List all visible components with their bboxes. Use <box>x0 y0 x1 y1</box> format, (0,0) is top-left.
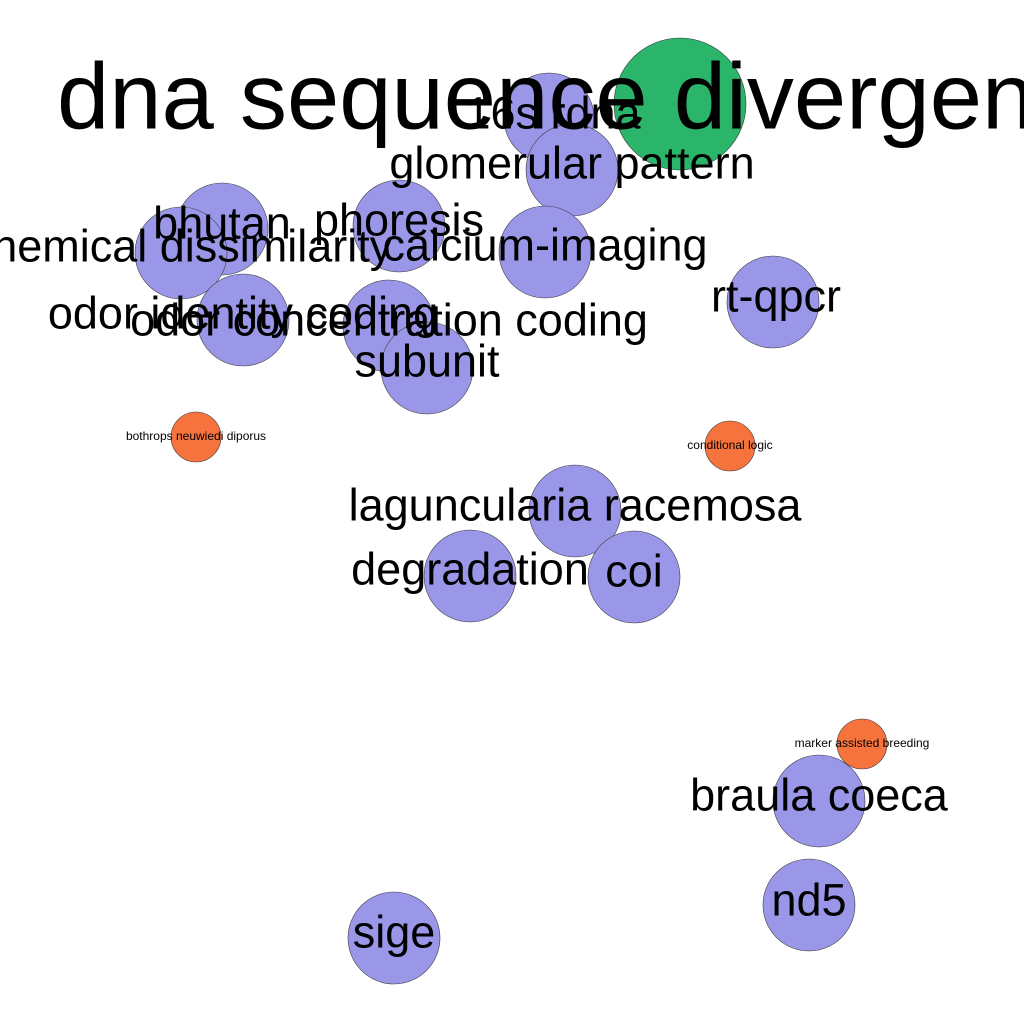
node-label-sige: sige <box>353 907 436 958</box>
node-calcium-imaging[interactable] <box>498 205 592 299</box>
node-chemical-dissimilarity[interactable] <box>134 206 228 300</box>
node-odor-identity-coding[interactable] <box>196 273 290 367</box>
node-label-16s-rdna: 16s rdna <box>465 88 641 139</box>
node-laguncularia-racemosa[interactable] <box>528 464 622 558</box>
node-label-laguncularia-racemosa: laguncularia racemosa <box>349 480 803 531</box>
node-label-chemical-dissimilarity: chemical dissimilarity <box>0 221 393 272</box>
node-label-coi: coi <box>605 546 663 597</box>
node-layer <box>134 37 888 985</box>
node-degradation[interactable] <box>423 529 517 623</box>
node-subunit[interactable] <box>380 321 474 415</box>
node-bothrops-neuwiedi-diporus[interactable] <box>170 411 222 463</box>
node-sige[interactable] <box>347 891 441 985</box>
node-label-bothrops-neuwiedi-diporus: bothrops neuwiedi diporus <box>126 429 266 443</box>
node-label-conditional-logic: conditional logic <box>687 438 772 452</box>
label-layer: dna sequence divergence16s rdnaglomerula… <box>0 44 1024 958</box>
node-label-nd5: nd5 <box>771 875 846 926</box>
node-conditional-logic[interactable] <box>704 420 756 472</box>
node-braula-coeca[interactable] <box>772 754 866 848</box>
node-label-subunit: subunit <box>354 336 500 387</box>
node-label-dna-sequence-divergence: dna sequence divergence <box>57 44 1024 149</box>
node-phoresis[interactable] <box>352 179 446 273</box>
node-label-odor-concentration-coding: odor concentration coding <box>130 295 648 346</box>
node-label-bhutan: bhutan <box>153 198 291 249</box>
node-label-rt-qpcr: rt-qpcr <box>711 271 841 322</box>
node-coi[interactable] <box>587 530 681 624</box>
node-label-phoresis: phoresis <box>314 195 484 246</box>
node-dna-sequence-divergence[interactable] <box>613 37 747 171</box>
node-label-calcium-imaging: calcium-imaging <box>382 220 707 271</box>
node-marker-assisted-breeding[interactable] <box>836 718 888 770</box>
node-label-braula-coeca: braula coeca <box>690 770 949 821</box>
node-label-glomerular-pattern: glomerular pattern <box>389 138 754 189</box>
node-nd5[interactable] <box>762 858 856 952</box>
node-label-odor-identity-coding: odor identity coding <box>48 288 438 339</box>
node-label-marker-assisted-breeding: marker assisted breeding <box>795 736 930 750</box>
node-label-degradation: degradation <box>351 544 589 595</box>
node-rt-qpcr[interactable] <box>726 255 820 349</box>
